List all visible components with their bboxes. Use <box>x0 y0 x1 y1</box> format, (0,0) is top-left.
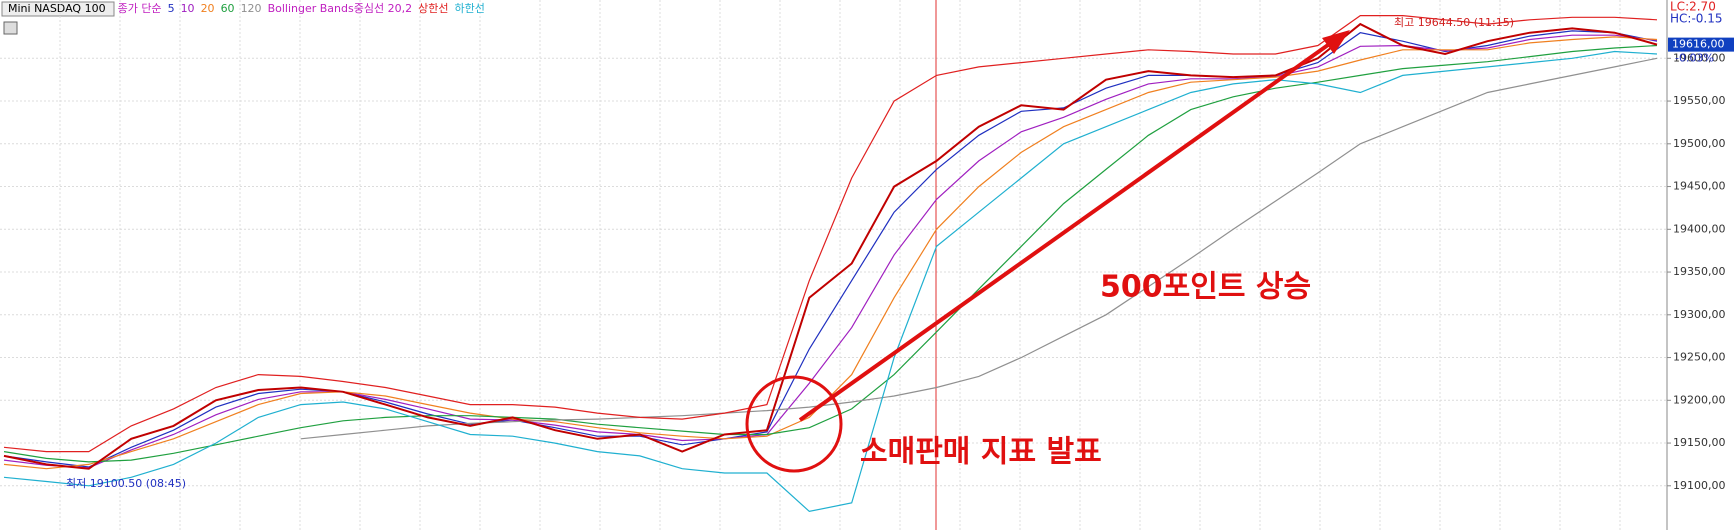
y-tick-label: 19500,00 <box>1673 137 1726 150</box>
hc-label: HC:-0.15 <box>1670 12 1723 26</box>
y-tick-label: 19100,00 <box>1673 479 1726 492</box>
y-tick-label: 19300,00 <box>1673 308 1726 321</box>
series-line <box>3 15 1658 453</box>
annotation-low: 최저 19100.50 (08:45) <box>66 477 186 490</box>
legend-item: 20 <box>201 2 215 15</box>
y-tick-label: 19600,00 <box>1673 51 1726 64</box>
annotation-event: 소매판매 지표 발표 <box>860 435 1102 470</box>
chart-title: Mini NASDAQ 100 <box>8 2 106 15</box>
highlight-circle <box>745 375 843 473</box>
arrow-line <box>798 38 1337 422</box>
legend-item: 하한선 <box>454 1 484 15</box>
title-box <box>1 1 115 17</box>
arrow-head <box>1322 30 1350 54</box>
legend-item: 60 <box>221 2 235 15</box>
change-label: -0.03% <box>1675 52 1714 65</box>
legend-item: 5 <box>168 2 175 15</box>
series-line <box>3 50 1658 513</box>
y-tick-label: 19550,00 <box>1673 94 1726 107</box>
y-tick-label: 19150,00 <box>1673 436 1726 449</box>
series-line <box>3 34 1658 469</box>
lc-label: LC:2.70 <box>1670 0 1716 14</box>
legend-bollinger: Bollinger Bands중심선 20,2 <box>268 2 413 15</box>
annotation-high: 최고 19644.50 (11:15) <box>1394 16 1514 29</box>
series-line <box>3 44 1658 463</box>
last-price-box <box>1668 37 1734 52</box>
y-tick-label: 19350,00 <box>1673 265 1726 278</box>
y-tick-label: 19200,00 <box>1673 393 1726 406</box>
y-tick-label: 19250,00 <box>1673 351 1726 364</box>
legend-item: 상한선 <box>418 2 448 15</box>
y-tick-label: 19450,00 <box>1673 180 1726 193</box>
legend-prefix: 종가 단순 <box>118 2 162 15</box>
last-price-label: 19616,00 <box>1672 38 1725 51</box>
annotation-rise: 500포인트 상승 <box>1100 270 1311 305</box>
legend-item: 10 <box>181 2 195 15</box>
y-tick-label: 19400,00 <box>1673 222 1726 235</box>
series-line <box>3 22 1658 470</box>
series-line <box>3 30 1658 468</box>
legend-item: 120 <box>241 2 262 15</box>
icon[interactable] <box>3 21 18 35</box>
